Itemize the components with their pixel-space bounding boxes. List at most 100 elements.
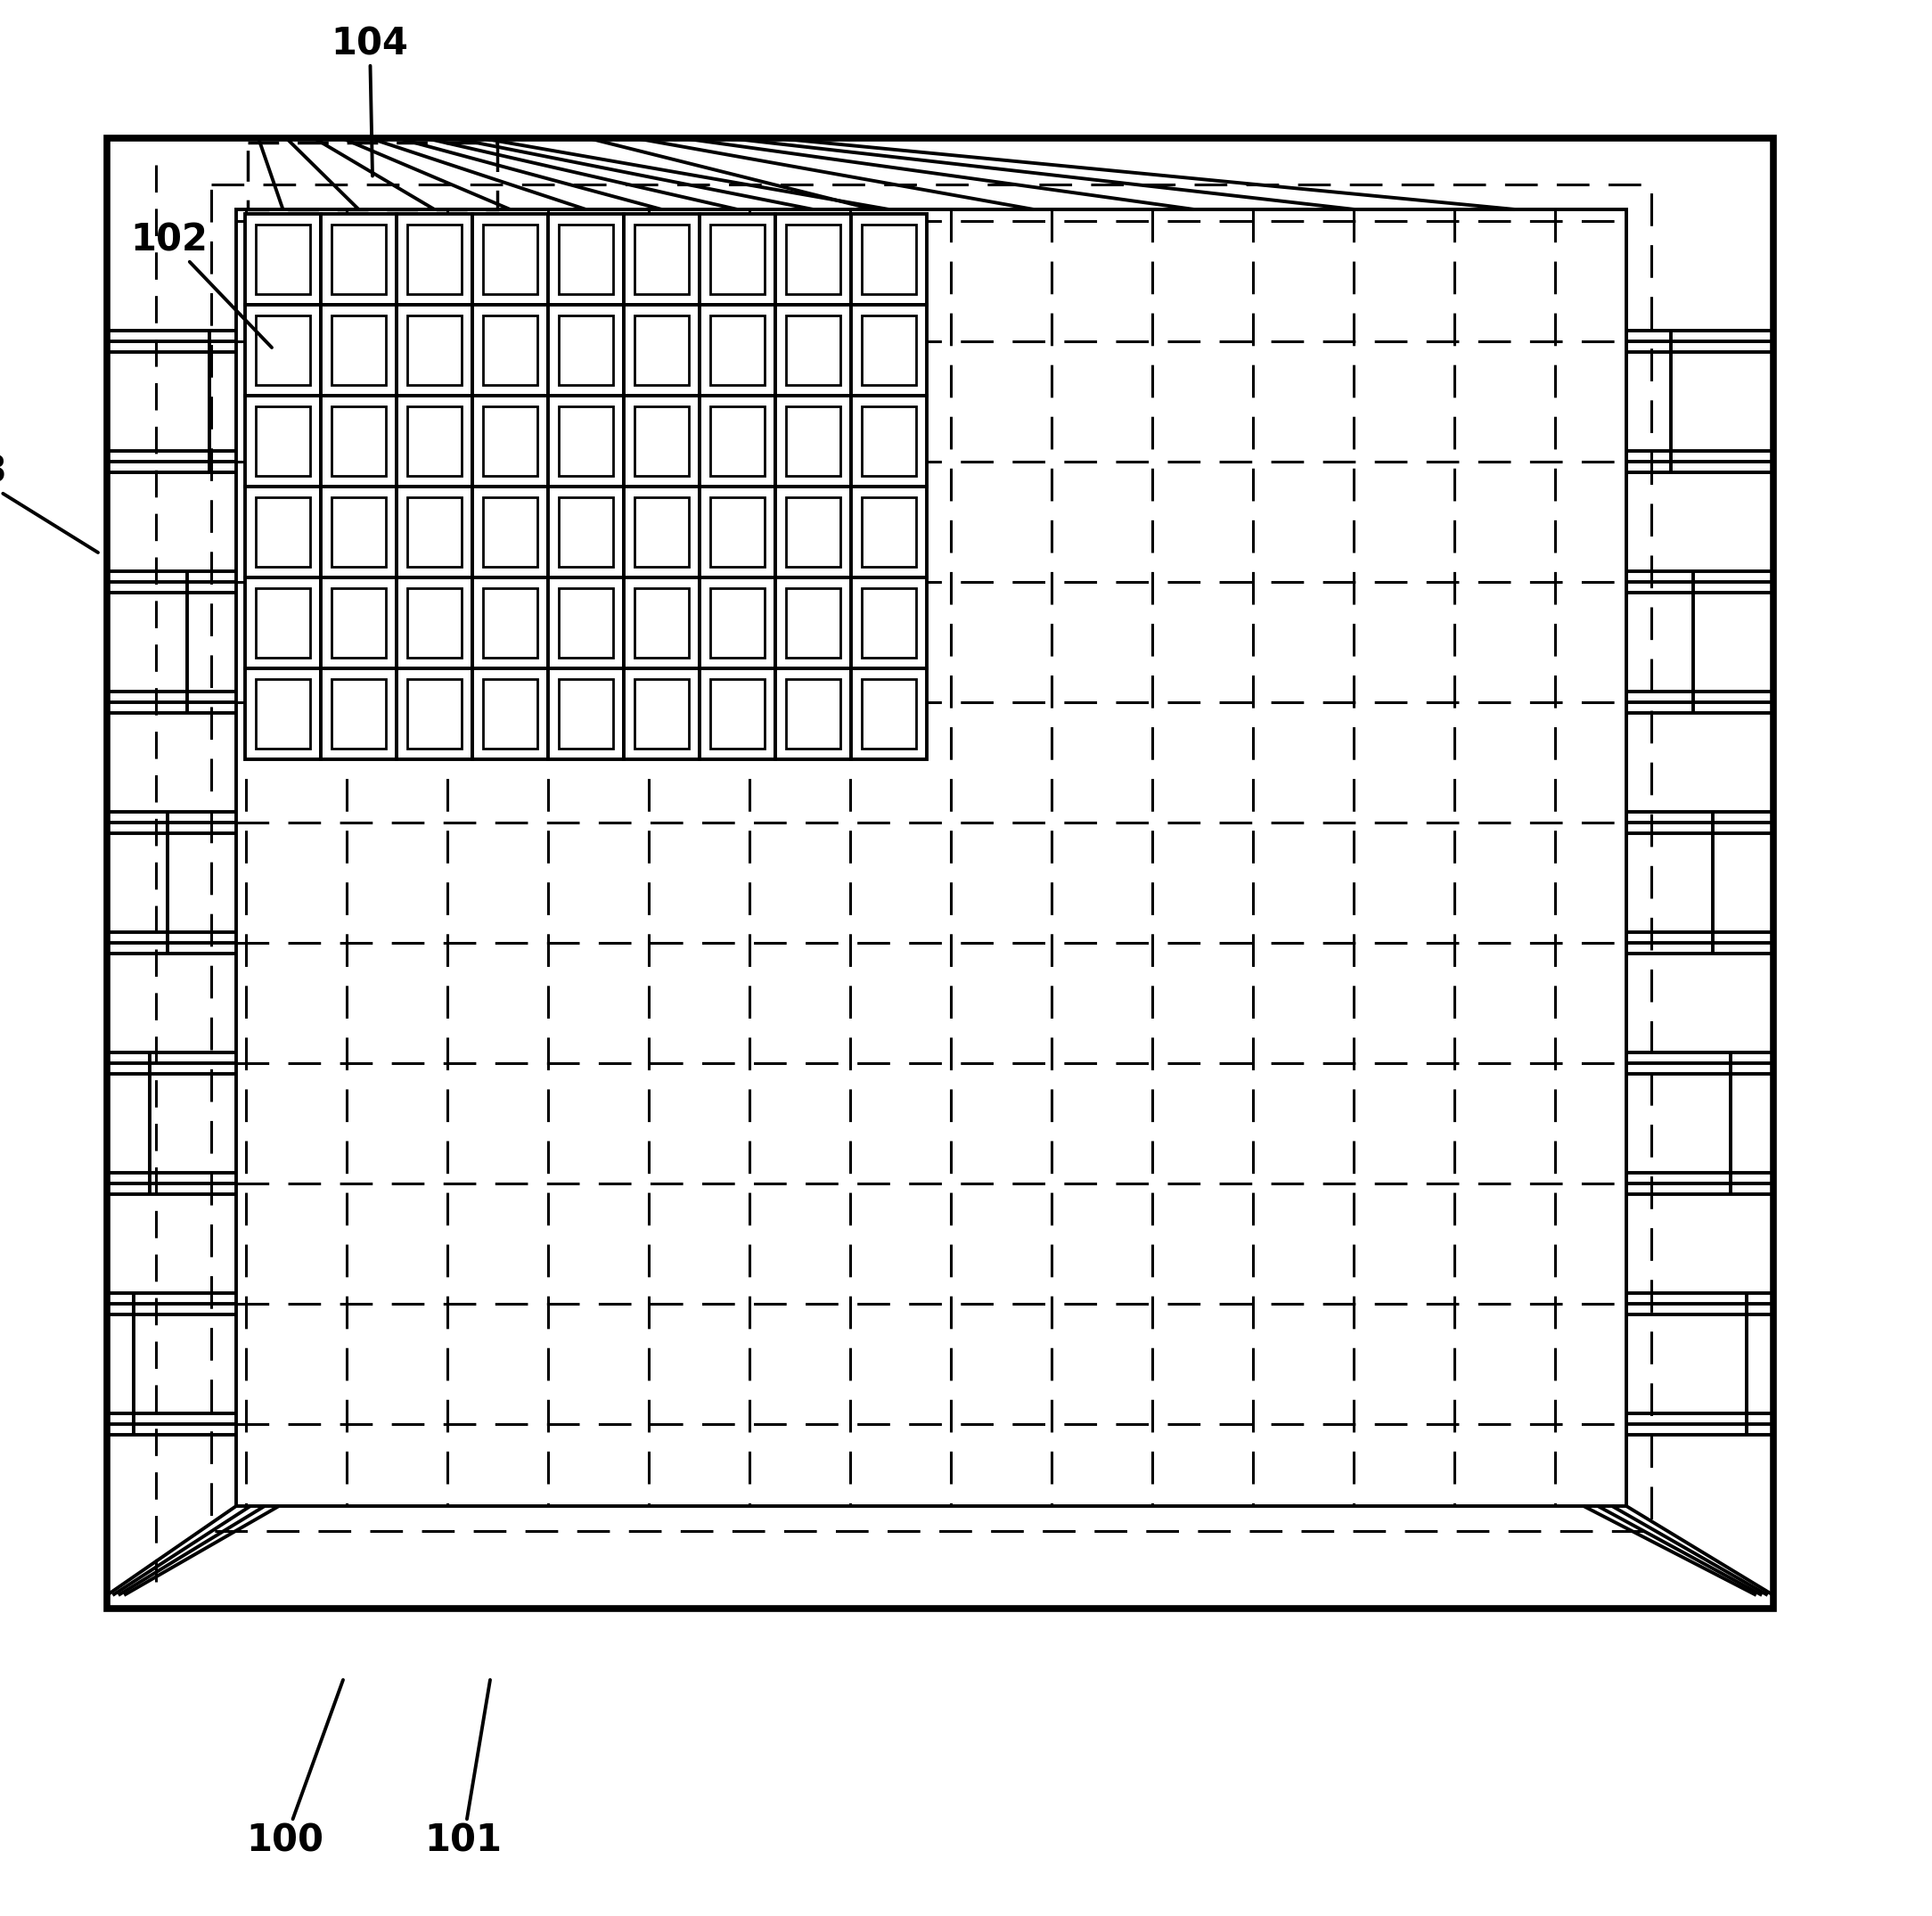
Bar xyxy=(396,669,471,759)
Bar xyxy=(483,316,537,385)
Bar xyxy=(699,669,775,759)
Bar xyxy=(471,577,549,669)
Bar xyxy=(558,406,612,475)
Bar xyxy=(850,669,927,759)
Bar xyxy=(624,669,699,759)
Bar xyxy=(850,305,927,397)
Bar xyxy=(255,588,311,657)
Bar xyxy=(786,406,840,475)
Bar xyxy=(634,406,690,475)
Bar xyxy=(711,224,765,293)
Bar xyxy=(332,588,386,657)
Bar xyxy=(862,498,916,567)
Bar xyxy=(321,305,396,397)
Bar xyxy=(211,184,1652,1531)
Bar xyxy=(549,397,624,487)
Bar xyxy=(483,678,537,749)
Bar xyxy=(549,215,624,305)
Text: 104: 104 xyxy=(330,25,408,176)
Bar xyxy=(558,498,612,567)
Bar xyxy=(775,669,850,759)
Bar xyxy=(862,678,916,749)
Bar xyxy=(408,498,462,567)
Bar xyxy=(634,224,690,293)
Text: 102: 102 xyxy=(131,222,272,347)
Bar xyxy=(786,678,840,749)
Bar xyxy=(624,487,699,577)
Bar xyxy=(624,577,699,669)
Bar xyxy=(396,305,471,397)
Bar xyxy=(332,316,386,385)
Bar xyxy=(332,678,386,749)
Bar xyxy=(850,215,927,305)
Bar xyxy=(558,224,612,293)
Bar xyxy=(786,316,840,385)
Bar xyxy=(332,224,386,293)
Bar xyxy=(396,487,471,577)
Bar xyxy=(396,577,471,669)
Bar xyxy=(699,397,775,487)
Text: 101: 101 xyxy=(425,1680,502,1859)
Bar xyxy=(634,588,690,657)
Bar xyxy=(699,305,775,397)
Bar xyxy=(255,678,311,749)
Bar xyxy=(549,669,624,759)
Bar xyxy=(408,678,462,749)
Bar xyxy=(471,305,549,397)
Bar xyxy=(255,406,311,475)
Bar xyxy=(549,305,624,397)
Bar xyxy=(699,215,775,305)
Bar xyxy=(624,305,699,397)
Bar xyxy=(634,316,690,385)
Bar xyxy=(483,588,537,657)
Bar xyxy=(850,577,927,669)
Bar xyxy=(483,498,537,567)
Bar xyxy=(711,678,765,749)
Text: 103: 103 xyxy=(0,454,99,552)
Bar xyxy=(255,224,311,293)
Bar xyxy=(549,577,624,669)
Bar xyxy=(245,305,321,397)
Bar xyxy=(850,487,927,577)
Bar xyxy=(236,209,1627,1506)
Bar xyxy=(862,588,916,657)
Bar xyxy=(247,142,497,209)
Bar xyxy=(624,397,699,487)
Bar xyxy=(862,316,916,385)
Bar xyxy=(549,487,624,577)
Bar xyxy=(245,577,321,669)
Bar xyxy=(483,406,537,475)
Bar xyxy=(483,224,537,293)
Bar xyxy=(711,588,765,657)
Bar xyxy=(775,305,850,397)
Bar xyxy=(245,397,321,487)
Bar xyxy=(711,406,765,475)
Bar xyxy=(558,588,612,657)
Bar xyxy=(321,487,396,577)
Bar xyxy=(245,215,321,305)
Bar xyxy=(106,138,1774,1609)
Bar xyxy=(711,498,765,567)
Bar xyxy=(862,224,916,293)
Bar xyxy=(850,397,927,487)
Bar xyxy=(321,397,396,487)
Bar xyxy=(699,487,775,577)
Bar xyxy=(786,588,840,657)
Bar xyxy=(245,669,321,759)
Bar xyxy=(332,406,386,475)
Bar xyxy=(699,577,775,669)
Bar xyxy=(321,577,396,669)
Bar xyxy=(321,669,396,759)
Bar xyxy=(711,316,765,385)
Bar xyxy=(245,487,321,577)
Bar xyxy=(471,669,549,759)
Bar xyxy=(396,215,471,305)
Bar xyxy=(634,678,690,749)
Bar xyxy=(408,316,462,385)
Bar xyxy=(471,215,549,305)
Bar xyxy=(471,487,549,577)
Bar xyxy=(408,224,462,293)
Bar xyxy=(396,397,471,487)
Bar xyxy=(624,215,699,305)
Bar xyxy=(471,397,549,487)
